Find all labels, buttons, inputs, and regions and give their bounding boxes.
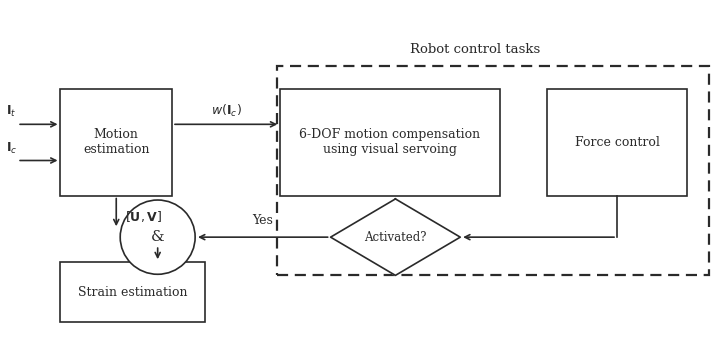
Text: &: & [151, 230, 165, 244]
Bar [277, 66, 709, 275]
Ellipse shape [121, 200, 195, 274]
Text: 6-DOF motion compensation
using visual servoing: 6-DOF motion compensation using visual s… [299, 128, 481, 156]
Text: Motion
estimation: Motion estimation [83, 128, 150, 156]
Text: Strain estimation: Strain estimation [78, 286, 187, 298]
Text: Yes: Yes [253, 214, 273, 227]
Text: $\mathbf{I}_t$: $\mathbf{I}_t$ [7, 104, 17, 119]
Text: $[\mathbf{U},\mathbf{V}]$: $[\mathbf{U},\mathbf{V}]$ [125, 209, 162, 224]
Bar [547, 89, 688, 196]
Polygon shape [330, 199, 460, 275]
Bar [60, 89, 172, 196]
Bar [280, 89, 500, 196]
Text: Robot control tasks: Robot control tasks [409, 43, 540, 56]
Text: Force control: Force control [574, 136, 659, 149]
Bar [60, 262, 205, 322]
Text: Activated?: Activated? [364, 231, 427, 244]
Text: $\mathbf{I}_c$: $\mathbf{I}_c$ [7, 140, 18, 155]
Text: $w(\mathbf{I}_c)$: $w(\mathbf{I}_c)$ [211, 103, 242, 119]
